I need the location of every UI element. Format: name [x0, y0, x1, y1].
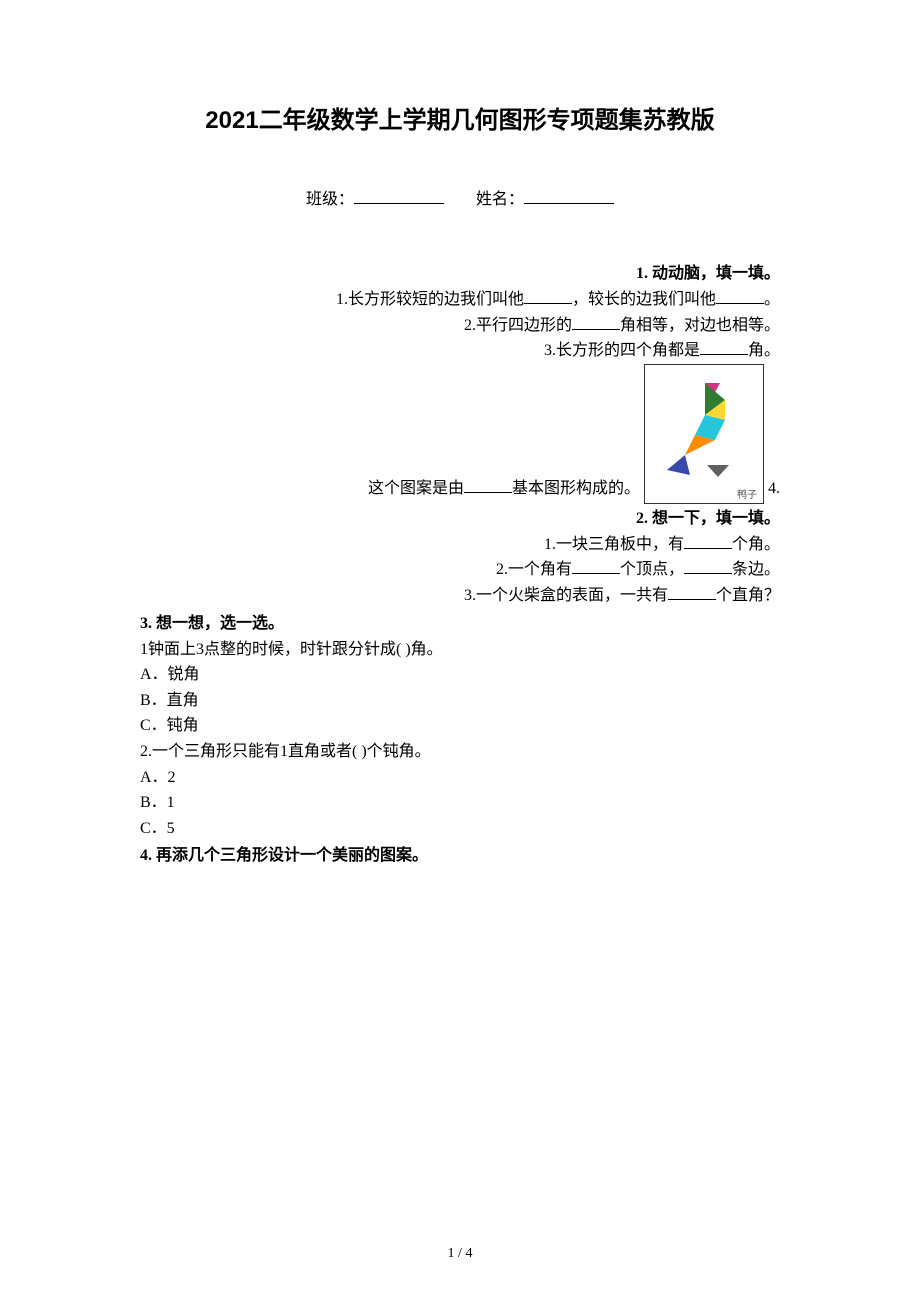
- tangram-caption: 鸭子: [737, 486, 757, 501]
- s1-q2-blank: [572, 314, 620, 330]
- s1-q3: 3.长方形的四个角都是 角。: [140, 338, 780, 364]
- s2-q2-text-b: 个顶点，: [620, 561, 684, 578]
- s1-q2: 2.平行四边形的 角相等，对边也相等。: [140, 313, 780, 339]
- s1-q2-text-b: 角相等，对边也相等。: [620, 317, 780, 334]
- s2-q2-text-c: 条边。: [732, 561, 780, 578]
- name-label: 姓名：: [476, 191, 524, 208]
- section-3-heading: 3. 想一想，选一选。: [140, 609, 780, 633]
- s2-q1: 1.一块三角板中，有 个角。: [140, 532, 780, 558]
- s1-q3-text-a: 3.长方形的四个角都是: [544, 342, 700, 359]
- s3-q2-opt-b: B．1: [140, 790, 780, 816]
- s1-q4-text-b: 基本图形构成的。: [512, 480, 640, 497]
- tangram-svg: [655, 375, 755, 485]
- s1-q4-blank: [464, 477, 512, 493]
- s1-q1-text-b: ，较长的边我们叫他: [572, 291, 716, 308]
- tangram-image: 鸭子: [644, 364, 764, 504]
- page-title: 2021二年级数学上学期几何图形专项题集苏教版: [140, 100, 780, 135]
- s3-q1-opt-b: B．直角: [140, 688, 780, 714]
- name-blank: [524, 188, 614, 204]
- s2-q3: 3.一个火柴盒的表面，一共有 个直角？: [140, 583, 780, 609]
- s3-q1-opt-c: C．钝角: [140, 713, 780, 739]
- s3-q2: 2.一个三角形只能有1直角或者( )个钝角。: [140, 739, 780, 765]
- s2-q3-text-b: 个直角？: [716, 587, 780, 604]
- s3-q2-opt-c: C．5: [140, 816, 780, 842]
- s1-q1: 1.长方形较短的边我们叫他 ，较长的边我们叫他 。: [140, 287, 780, 313]
- section-2-heading: 2. 想一下，填一填。: [140, 504, 780, 528]
- s1-q1-blank2: [716, 288, 764, 304]
- class-label: 班级：: [306, 191, 354, 208]
- s3-q1: 1钟面上3点整的时候，时针跟分针成( )角。: [140, 637, 780, 663]
- s2-q2-blank2: [684, 558, 732, 574]
- s2-q1-text-a: 1.一块三角板中，有: [544, 536, 684, 553]
- s1-q2-text-a: 2.平行四边形的: [464, 317, 572, 334]
- s2-q1-blank: [684, 533, 732, 549]
- section-1-heading: 1. 动动脑，填一填。: [140, 259, 780, 283]
- section-4-heading: 4. 再添几个三角形设计一个美丽的图案。: [140, 841, 780, 865]
- s1-q4-text-a: 这个图案是由: [368, 480, 464, 497]
- s2-q3-blank: [668, 584, 716, 600]
- s1-q3-text-b: 角。: [748, 342, 780, 359]
- s3-q1-opt-a: A．锐角: [140, 662, 780, 688]
- s1-q1-blank1: [524, 288, 572, 304]
- s2-q2: 2.一个角有 个顶点， 条边。: [140, 557, 780, 583]
- s2-q2-text-a: 2.一个角有: [496, 561, 572, 578]
- student-info-row: 班级： 姓名：: [140, 185, 780, 209]
- s1-q3-blank: [700, 339, 748, 355]
- s1-q1-text-a: 1.长方形较短的边我们叫他: [336, 291, 524, 308]
- class-blank: [354, 188, 444, 204]
- page-number: 1 / 4: [448, 1246, 473, 1262]
- s1-q4-trailer: 4.: [768, 480, 780, 498]
- s1-q1-text-c: 。: [764, 291, 780, 308]
- s3-q2-opt-a: A．2: [140, 765, 780, 791]
- s2-q2-blank1: [572, 558, 620, 574]
- s1-q4-row: 这个图案是由 基本图形构成的。 鸭子 4.: [140, 364, 780, 504]
- s2-q3-text-a: 3.一个火柴盒的表面，一共有: [464, 587, 668, 604]
- s2-q1-text-b: 个角。: [732, 536, 780, 553]
